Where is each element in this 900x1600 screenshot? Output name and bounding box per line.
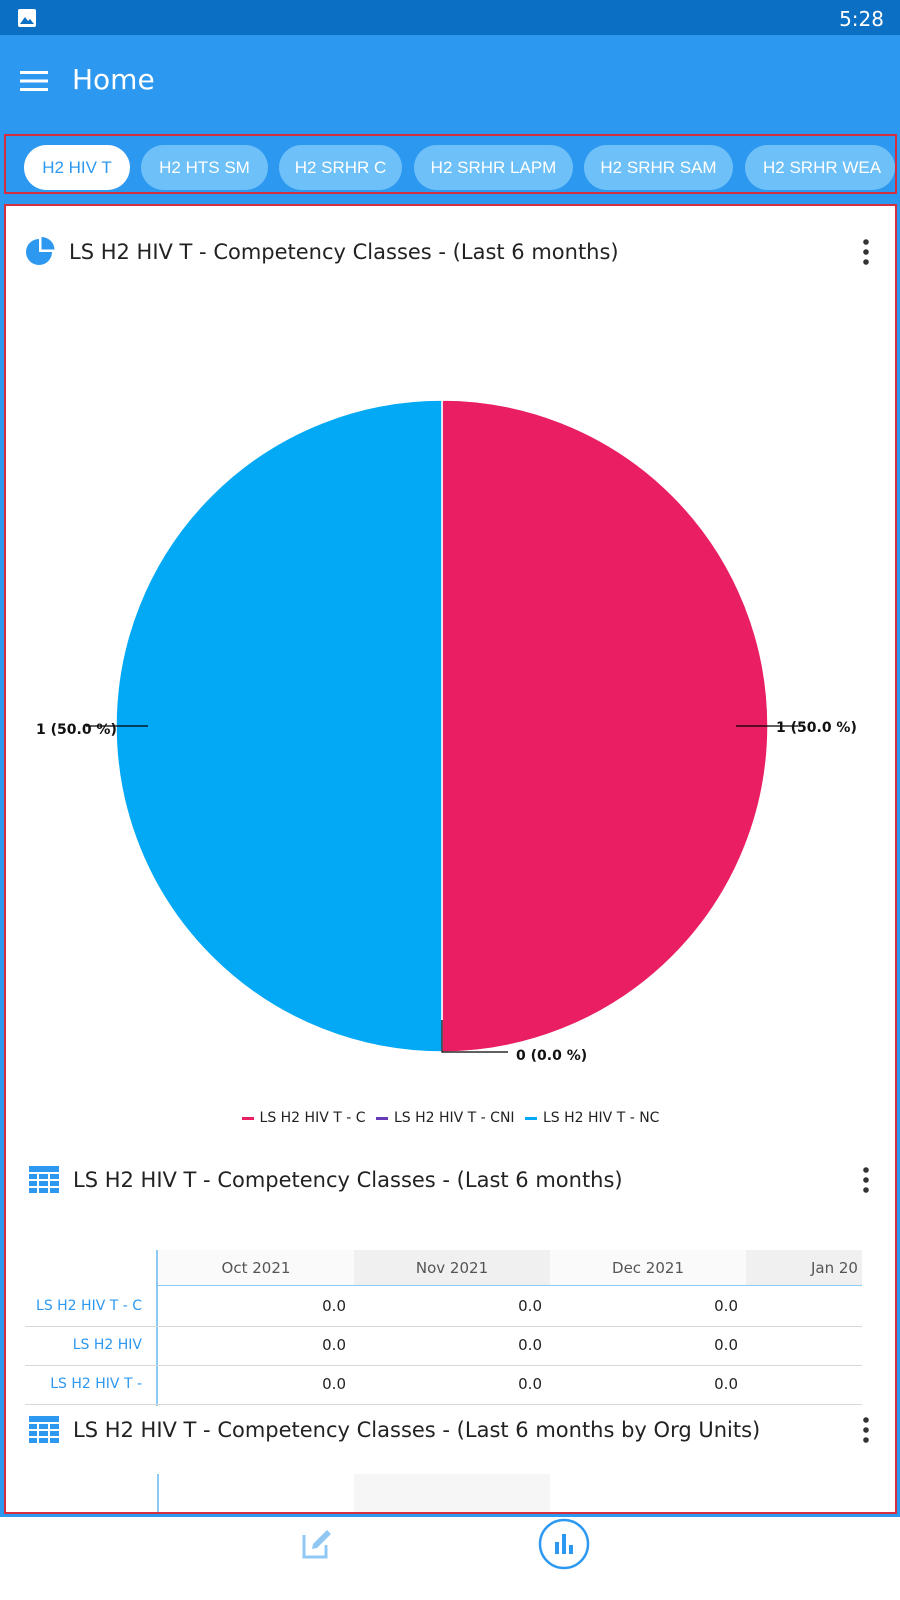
pie-slice-0[interactable] [441,399,769,1053]
table-cell: 0.0 [518,1336,542,1354]
more-vertical-icon[interactable] [861,237,871,267]
data-table: Oct 2021 Nov 2021 Dec 2021 Jan 20 LS H2 … [25,1250,862,1406]
pie-chart-icon [26,237,55,265]
bar-chart-icon[interactable] [538,1518,590,1570]
table-cell: 0.0 [322,1297,346,1315]
column-header: Jan 20 [746,1250,862,1286]
column-header: Nov 2021 [354,1250,550,1286]
column-header: Dec 2021 [550,1250,746,1286]
table-icon [29,1416,59,1443]
more-vertical-icon[interactable] [861,1165,871,1195]
pie-card-header: LS H2 HIV T - Competency Classes - (Last… [6,232,895,272]
more-vertical-icon[interactable] [861,1415,871,1445]
table-cell: 0.0 [714,1336,738,1354]
org-card-header: LS H2 HIV T - Competency Classes - (Last… [6,1410,895,1450]
legend-item[interactable]: LS H2 HIV T - C [241,1110,366,1126]
table-cell: 0.0 [714,1297,738,1315]
tab-h2-srhr-c[interactable]: H2 SRHR C [279,145,402,190]
legend-item[interactable]: LS H2 HIV T - CNI [375,1110,515,1126]
table-card-header: LS H2 HIV T - Competency Classes - (Last… [6,1160,895,1200]
image-icon [18,9,36,27]
status-time: 5:28 [839,7,884,31]
chart-legend: LS H2 HIV T - C LS H2 HIV T - CNI LS H2 … [6,1110,895,1126]
legend-swatch [525,1116,537,1120]
app-bar: Home [0,35,900,127]
table-cell: 0.0 [322,1336,346,1354]
table-label-divider [157,1474,159,1512]
table-card-title: LS H2 HIV T - Competency Classes - (Last… [73,1168,623,1192]
row-divider [25,1365,862,1366]
page-title: Home [72,63,155,96]
row-divider [25,1326,862,1327]
row-label[interactable]: LS H2 HIV T - C [36,1298,142,1314]
legend-label: LS H2 HIV T - NC [543,1110,660,1126]
column-header: Oct 2021 [158,1250,354,1286]
pie-card-title: LS H2 HIV T - Competency Classes - (Last… [69,240,619,264]
table-icon [29,1166,59,1193]
dashboard-content: LS H2 HIV T - Competency Classes - (Last… [4,204,897,1514]
row-divider [25,1404,862,1405]
edit-icon[interactable] [300,1527,334,1561]
legend-label: LS H2 HIV T - C [259,1110,366,1126]
pie-label-c: 1 (50.0 %) [776,720,857,736]
column-header [354,1474,550,1512]
pie-chart [86,399,798,1053]
legend-label: LS H2 HIV T - CNI [393,1110,515,1126]
pie-slice-2[interactable] [115,399,443,1053]
status-bar: 5:28 [0,0,900,35]
tab-h2-srhr-wea[interactable]: H2 SRHR WEA [745,145,895,190]
table-cell: 0.0 [322,1375,346,1393]
tab-h2-hts-sm[interactable]: H2 HTS SM [141,145,268,190]
legend-swatch [241,1116,254,1120]
table-cell: 0.0 [518,1375,542,1393]
tab-h2-srhr-sam[interactable]: H2 SRHR SAM [584,145,733,190]
legend-item[interactable]: LS H2 HIV T - NC [525,1110,659,1126]
legend-swatch [375,1116,388,1120]
row-label[interactable]: LS H2 HIV T - [50,1376,142,1392]
tab-h2-srhr-lapm[interactable]: H2 SRHR LAPM [414,145,573,190]
table-cell: 0.0 [518,1297,542,1315]
tab-h2-hiv-t[interactable]: H2 HIV T [24,145,130,190]
pie-label-cni: 0 (0.0 %) [516,1048,588,1064]
row-label[interactable]: LS H2 HIV [72,1337,142,1353]
pie-label-nc: 1 (50.0 %) [36,722,117,738]
table-cell: 0.0 [714,1375,738,1393]
pie-leader-cni [441,1020,508,1053]
menu-icon[interactable] [20,70,50,92]
bottom-navigation [0,1517,900,1600]
table-label-divider [156,1250,158,1406]
org-card-title: LS H2 HIV T - Competency Classes - (Last… [73,1418,761,1442]
tab-bar: H2 HIV T H2 HTS SM H2 SRHR C H2 SRHR LAP… [4,134,897,194]
